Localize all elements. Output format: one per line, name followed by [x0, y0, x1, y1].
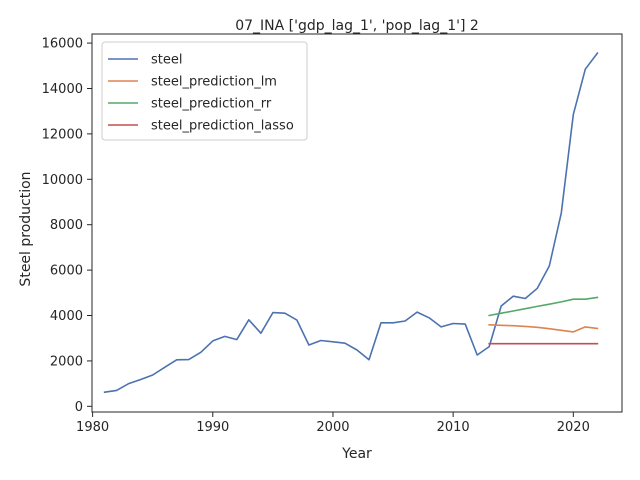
- legend-box: [101, 41, 308, 141]
- y-tick-label: 12000: [42, 127, 83, 142]
- x-tick-label: 1980: [76, 420, 109, 435]
- legend-label: steel_prediction_lasso: [151, 119, 294, 134]
- y-tick-label: 10000: [42, 173, 83, 188]
- series-line-steel: [103, 51, 599, 394]
- y-tick-label: 16000: [42, 37, 83, 52]
- legend-label: steel: [151, 53, 182, 68]
- x-tick-label: 2010: [437, 420, 470, 435]
- chart-title: 07_INA ['gdp_lag_1', 'pop_lag_1'] 2: [235, 18, 479, 34]
- series-line-steel-prediction-rr: [488, 296, 599, 317]
- y-tick-label: 14000: [42, 82, 83, 97]
- axis-ticks: 1980 1990 2000 2010 2020 0 2000 4000 6000 8000 100…: [42, 37, 590, 435]
- plot-series: [103, 51, 599, 394]
- legend: steel steel_prediction_lm steel_prediction…: [101, 41, 308, 141]
- plot-frame: [91, 33, 623, 413]
- x-tick-label: 1990: [196, 420, 229, 435]
- y-axis-label: Steel production: [18, 171, 34, 286]
- series-line-steel-prediction-lm: [488, 323, 599, 333]
- legend-label: steel_prediction_lm: [151, 75, 277, 90]
- legend-label: steel_prediction_rr: [151, 97, 272, 112]
- x-tick-label: 2000: [316, 420, 349, 435]
- y-tick-label: 0: [75, 400, 83, 415]
- x-axis-label: Year: [341, 446, 372, 462]
- y-tick-label: 2000: [50, 354, 83, 369]
- y-tick-label: 4000: [50, 309, 83, 324]
- x-tick-label: 2020: [557, 420, 590, 435]
- y-tick-label: 6000: [50, 264, 83, 279]
- y-tick-label: 8000: [50, 218, 83, 233]
